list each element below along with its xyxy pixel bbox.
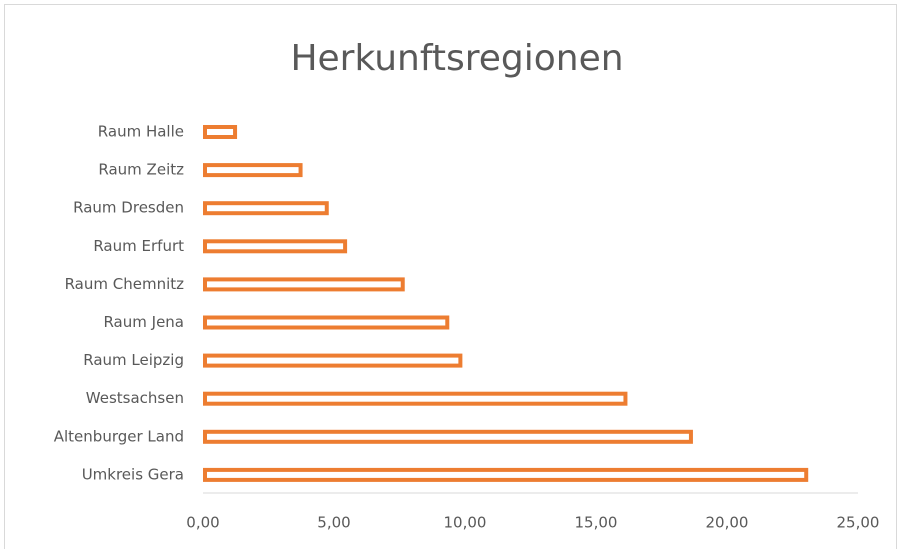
- y-tick-label: Westsachsen: [86, 389, 184, 407]
- y-tick-label: Raum Jena: [103, 313, 184, 331]
- bar: [203, 163, 303, 178]
- bar: [203, 467, 809, 482]
- x-tick-label: 20,00: [706, 514, 749, 532]
- y-tick-label: Raum Leipzig: [83, 351, 184, 369]
- y-tick-label: Raum Dresden: [73, 199, 184, 217]
- y-tick-label: Altenburger Land: [54, 427, 184, 445]
- bar: [203, 315, 450, 330]
- bar: [203, 125, 238, 139]
- x-tick-label: 15,00: [575, 514, 618, 532]
- bar: [203, 391, 628, 406]
- x-tick-label: 5,00: [317, 514, 350, 532]
- x-tick-label: 0,00: [186, 514, 219, 532]
- bar: [203, 353, 463, 368]
- bar: [203, 239, 348, 254]
- chart-frame: [4, 4, 897, 549]
- y-tick-label: Raum Chemnitz: [65, 275, 185, 293]
- y-tick-label: Umkreis Gera: [82, 465, 184, 483]
- x-tick-label: 25,00: [837, 514, 880, 532]
- bar: [203, 201, 329, 216]
- x-tick-label: 10,00: [444, 514, 487, 532]
- chart-title: Herkunftsregionen: [290, 38, 623, 79]
- y-tick-label: Raum Erfurt: [93, 237, 184, 255]
- y-tick-label: Raum Zeitz: [98, 161, 184, 179]
- bar: [203, 277, 405, 292]
- y-tick-label: Raum Halle: [98, 123, 184, 141]
- bar: [203, 429, 693, 444]
